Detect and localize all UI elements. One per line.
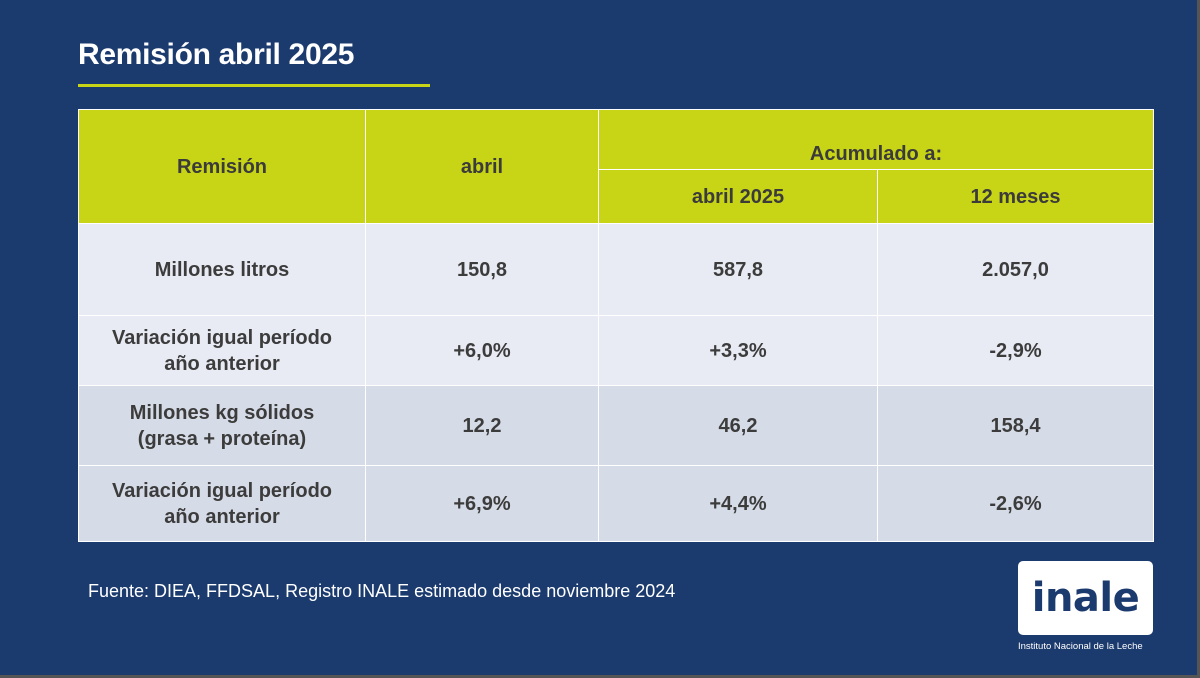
page-title: Remisión abril 2025 [78,38,355,71]
cell-acum-abril: +4,4% [598,465,878,542]
cell-acum-12m: -2,6% [877,465,1154,542]
cell-acum-12m: 158,4 [877,385,1154,466]
header-abril-2025: abril 2025 [598,169,878,224]
cell-acum-abril: 46,2 [598,385,878,466]
row-label: Millones kg sólidos (grasa + proteína) [78,385,366,466]
remision-table: Remisión abril Acumulado a: abril 2025 1… [78,109,1154,542]
header-acumulado: Acumulado a: [598,109,1154,170]
header-abril: abril [365,109,599,224]
logo-text: inale [1031,575,1140,621]
table-header-row: Remisión abril Acumulado a: [78,109,1154,224]
table-row: Variación igual período año anterior +6,… [78,465,1154,542]
table-row: Variación igual período año anterior +6,… [78,315,1154,386]
table-row: Millones kg sólidos (grasa + proteína) 1… [78,385,1154,466]
header-12-meses: 12 meses [877,169,1154,224]
row-label: Millones litros [78,223,366,316]
source-note: Fuente: DIEA, FFDSAL, Registro INALE est… [88,581,676,601]
logo-subtitle: Instituto Nacional de la Leche [1018,641,1143,652]
cell-acum-abril: 587,8 [598,223,878,316]
inale-logo: inale [1018,561,1153,635]
row-label: Variación igual período año anterior [78,315,366,386]
header-remision: Remisión [78,109,366,224]
cell-abril: +6,0% [365,315,599,386]
cell-acum-12m: -2,9% [877,315,1154,386]
table-subheader-row: abril 2025 12 meses [79,169,1154,224]
cell-abril: 150,8 [365,223,599,316]
cell-abril: 12,2 [365,385,599,466]
cell-acum-12m: 2.057,0 [877,223,1154,316]
title-underline [78,84,430,87]
cell-abril: +6,9% [365,465,599,542]
row-label: Variación igual período año anterior [78,465,366,542]
table-row: Millones litros 150,8 587,8 2.057,0 [78,223,1154,316]
cell-acum-abril: +3,3% [598,315,878,386]
